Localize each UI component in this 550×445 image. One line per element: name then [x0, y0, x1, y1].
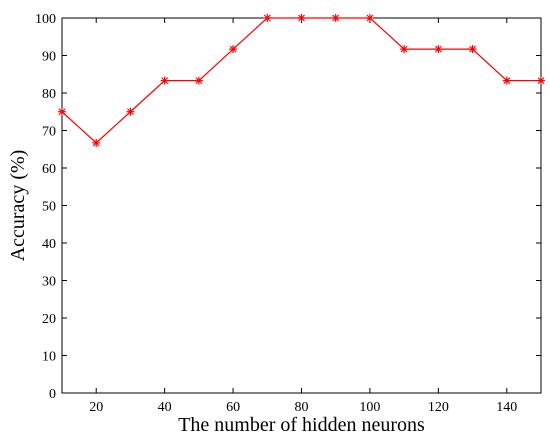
y-tick-label: 80	[42, 87, 56, 102]
marker-stroke	[434, 45, 442, 53]
marker-stroke	[400, 45, 408, 53]
y-tick-label: 40	[42, 237, 56, 252]
data-point	[331, 14, 340, 22]
data-point	[297, 14, 306, 22]
plot-frame	[61, 17, 542, 394]
data-point	[263, 14, 272, 22]
axes-layer: 20 40 60 80 100 120 140 0 10 20 30 40 50 60 70 80 90 100	[35, 12, 542, 415]
y-tick-label: 20	[42, 312, 56, 327]
marker-stroke	[469, 45, 476, 53]
y-tick-label: 10	[42, 350, 56, 365]
data-point	[92, 138, 101, 147]
y-tick-label: 70	[42, 125, 56, 140]
marker-stroke	[537, 77, 545, 85]
x-tick-label: 20	[89, 400, 103, 415]
x-tick-label: 120	[428, 400, 449, 415]
x-tick-label: 40	[158, 400, 172, 415]
x-tick-label: 60	[226, 400, 240, 415]
data-point	[502, 76, 511, 85]
data-point	[229, 45, 238, 54]
data-point	[468, 45, 477, 54]
y-tick-label: 30	[42, 275, 56, 290]
marker-stroke	[58, 108, 66, 116]
data-point	[194, 76, 203, 85]
marker-stroke	[92, 139, 100, 147]
y-tick-label: 100	[35, 12, 56, 27]
y-tick-label: 0	[49, 387, 56, 402]
x-tick-label: 100	[359, 400, 380, 415]
marker-stroke	[503, 77, 511, 85]
y-axis-label: Accuracy (%)	[7, 150, 29, 262]
series-line	[61, 17, 541, 144]
data-point	[58, 107, 66, 116]
y-tick-label: 90	[42, 50, 56, 65]
marker-stroke	[298, 14, 305, 22]
marker-stroke	[263, 14, 271, 22]
data-point	[537, 76, 545, 85]
y-tick-label: 50	[42, 200, 56, 215]
series-layer	[58, 14, 545, 147]
marker-stroke	[161, 77, 169, 85]
marker-stroke	[332, 14, 340, 22]
x-axis-label: The number of hidden neurons	[178, 414, 425, 436]
marker-stroke	[229, 45, 237, 53]
data-point	[365, 14, 374, 22]
marker-stroke	[127, 108, 134, 116]
data-point	[126, 107, 135, 116]
data-point	[434, 45, 443, 54]
y-tick-label: 60	[42, 162, 56, 177]
x-tick-label: 80	[295, 400, 309, 415]
x-tick-label: 140	[496, 400, 517, 415]
data-point	[160, 76, 169, 85]
data-point	[400, 45, 409, 54]
marker-stroke	[195, 77, 203, 85]
marker-stroke	[366, 14, 374, 22]
